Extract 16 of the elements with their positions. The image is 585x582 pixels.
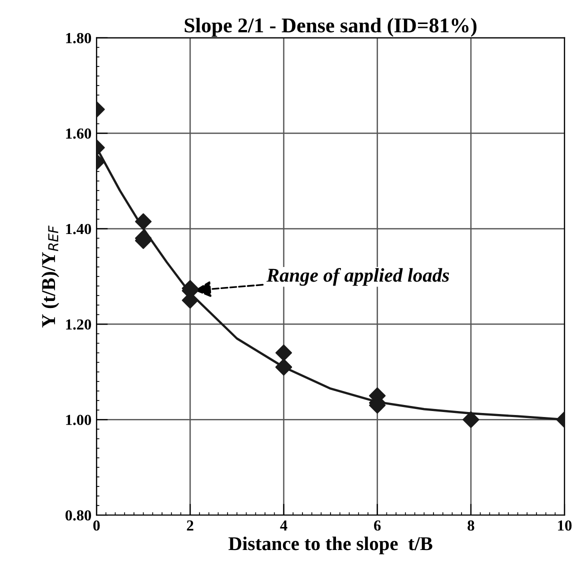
y-tick-label: 1.60 (66, 128, 92, 139)
x-tick-label: 4 (280, 520, 288, 531)
y-axis-title: Y (t/B)/Y$_{REF}$ (41, 226, 60, 328)
annotation: Range of applied loads (266, 268, 450, 286)
x-tick-label: 8 (468, 520, 474, 531)
y-tick-label: 1.20 (66, 319, 92, 330)
y-tick-label: 1.40 (66, 224, 92, 234)
y-tick-label: 1.80 (66, 32, 92, 44)
y-tick-label: 0.80 (66, 510, 92, 521)
chart-title: Slope 2/1 - Dense sand (ID=81%) (184, 18, 476, 37)
x-tick-label: 2 (186, 520, 194, 531)
x-tick-label: 0 (93, 520, 100, 531)
x-tick-label: 6 (374, 520, 381, 531)
y-tick-label: 1.00 (66, 414, 92, 426)
x-tick-label: 10 (558, 520, 572, 531)
x-axis-title: Distance to the slope t/B (228, 536, 432, 554)
